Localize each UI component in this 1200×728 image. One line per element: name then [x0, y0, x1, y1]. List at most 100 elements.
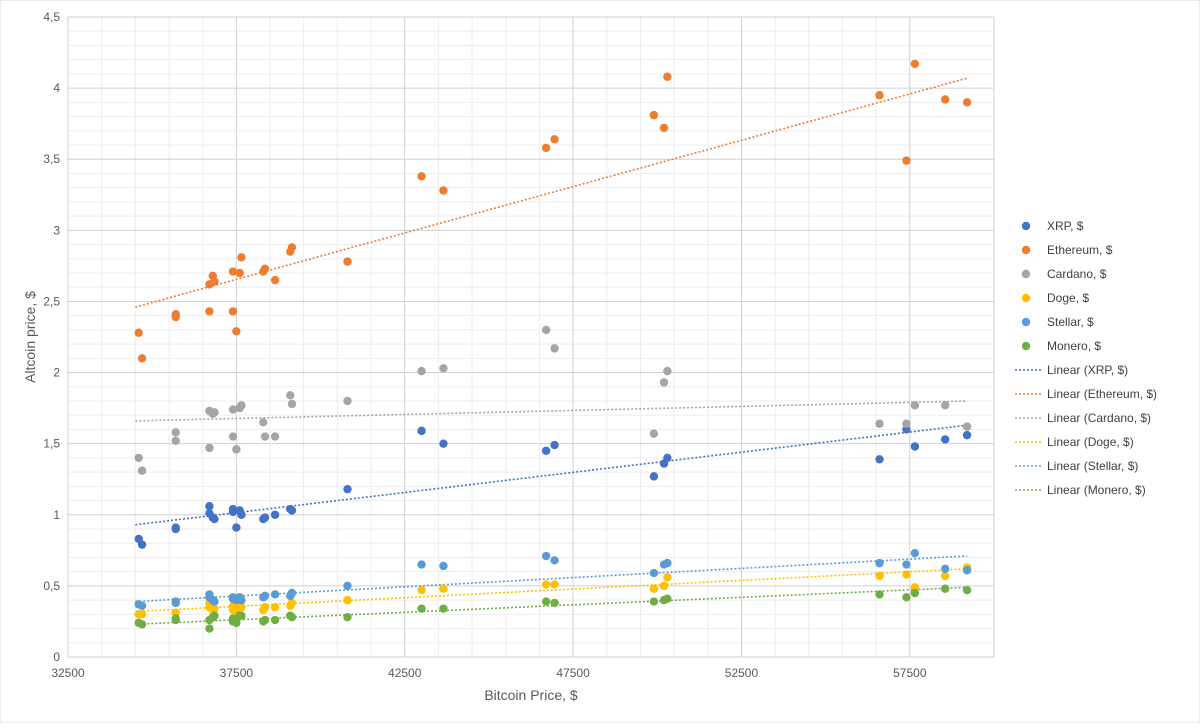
- data-point: [940, 571, 950, 581]
- data-point: [417, 172, 426, 181]
- data-point: [228, 432, 238, 441]
- data-point: [171, 436, 180, 446]
- y-tick-label: 2,5: [43, 294, 60, 308]
- data-point: [902, 560, 911, 569]
- data-point: [541, 446, 551, 455]
- data-point: [232, 327, 241, 336]
- legend-label: Linear (Monero, $): [1047, 483, 1146, 497]
- legend-label: Linear (Stellar, $): [1047, 459, 1138, 473]
- data-point: [550, 556, 559, 565]
- data-point: [940, 584, 950, 593]
- data-point: [910, 59, 920, 69]
- data-point: [962, 430, 972, 440]
- data-point: [137, 540, 147, 549]
- data-point: [287, 588, 297, 598]
- data-point: [210, 514, 219, 524]
- data-point: [417, 366, 426, 376]
- data-point: [171, 524, 180, 534]
- data-point: [663, 594, 672, 603]
- data-point: [210, 277, 219, 286]
- data-point: [287, 399, 297, 409]
- data-point: [134, 328, 143, 337]
- data-point: [171, 428, 180, 437]
- data-point: [902, 570, 911, 579]
- data-point: [649, 584, 659, 593]
- data-point: [875, 590, 884, 599]
- data-point: [287, 243, 297, 252]
- data-point: [260, 591, 270, 601]
- data-point: [270, 510, 280, 519]
- data-point: [550, 598, 559, 608]
- data-point: [902, 156, 911, 165]
- data-point: [137, 354, 147, 363]
- data-point: [962, 98, 972, 107]
- data-point: [343, 581, 352, 591]
- y-tick-label: 3: [53, 223, 60, 237]
- data-point: [237, 611, 246, 620]
- data-point: [260, 432, 270, 441]
- data-point: [649, 568, 659, 578]
- major-gridlines: [67, 16, 995, 658]
- y-tick-label: 1: [53, 508, 60, 522]
- legend-label: Linear (Doge, $): [1047, 435, 1134, 449]
- data-point: [663, 366, 672, 376]
- data-point: [940, 564, 950, 574]
- data-point: [659, 581, 669, 591]
- legend-label: Linear (Cardano, $): [1047, 411, 1151, 425]
- data-point: [137, 610, 147, 619]
- legend-label: Linear (XRP, $): [1047, 363, 1128, 377]
- data-point: [940, 95, 950, 104]
- legend-label: XRP, $: [1047, 219, 1084, 233]
- y-tick-label: 0: [53, 650, 60, 664]
- data-point: [171, 614, 180, 623]
- data-point: [910, 401, 920, 410]
- data-point: [260, 603, 270, 612]
- data-point: [940, 401, 950, 410]
- legend-marker: [1021, 269, 1031, 279]
- data-point: [417, 560, 426, 569]
- x-tick-label: 32500: [51, 666, 85, 680]
- y-tick-label: 2: [53, 366, 60, 380]
- data-point: [171, 310, 180, 319]
- data-point: [237, 401, 246, 410]
- legend: XRP, $ Ethereum, $ Cardano, $ Doge, $ Stella…: [1015, 219, 1157, 497]
- data-point: [343, 484, 352, 494]
- data-point: [343, 595, 352, 605]
- legend-marker: [1021, 245, 1031, 255]
- data-point: [237, 603, 246, 612]
- data-point: [902, 419, 911, 428]
- data-point: [237, 253, 246, 262]
- data-point: [270, 275, 280, 285]
- data-point: [663, 72, 672, 81]
- trendline: [135, 555, 968, 603]
- data-point: [270, 432, 280, 441]
- legend-label: Cardano, $: [1047, 267, 1107, 281]
- data-point: [541, 143, 551, 153]
- data-point: [417, 604, 426, 613]
- x-tick-label: 37500: [220, 666, 254, 680]
- data-point: [962, 585, 972, 595]
- data-point: [649, 429, 659, 438]
- data-point: [541, 325, 551, 335]
- data-point: [137, 466, 147, 475]
- data-point: [659, 123, 669, 133]
- data-point: [260, 615, 270, 625]
- data-point: [137, 601, 147, 610]
- data-point: [237, 510, 246, 519]
- data-point: [439, 584, 448, 593]
- data-point: [439, 439, 448, 448]
- data-point: [232, 445, 241, 454]
- data-point: [962, 422, 972, 431]
- data-point: [439, 364, 448, 373]
- data-point: [210, 604, 219, 613]
- data-point: [210, 597, 219, 606]
- x-tick-label: 52500: [725, 666, 759, 680]
- y-axis-ticks: 0 0,5 1 1,5 2 2,5 3 3,5 4 4,5: [43, 10, 60, 664]
- legend-marker: [1021, 317, 1031, 327]
- y-tick-label: 4,5: [43, 10, 60, 24]
- data-point: [205, 307, 214, 316]
- trendlines: [135, 77, 968, 626]
- trendline: [135, 586, 968, 626]
